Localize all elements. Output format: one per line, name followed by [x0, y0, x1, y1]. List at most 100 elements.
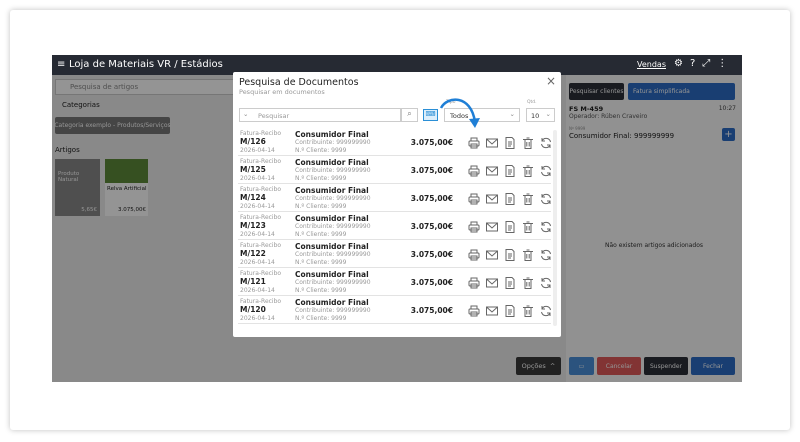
add-client[interactable]: +: [722, 128, 735, 141]
email-icon: [486, 250, 498, 260]
print-button[interactable]: [467, 135, 481, 154]
delete-button[interactable]: [521, 163, 535, 182]
document-icon: [505, 221, 515, 233]
customer: Consumidor Final: [295, 242, 369, 251]
customer: Consumidor Final: [295, 270, 369, 279]
document-button[interactable]: [503, 247, 517, 266]
document-button[interactable]: [503, 275, 517, 294]
delete-button[interactable]: [521, 247, 535, 266]
modal-subtitle: Pesquisar em documentos: [239, 88, 325, 96]
delete-button[interactable]: [521, 303, 535, 322]
refresh-button[interactable]: [539, 219, 553, 238]
refresh-button[interactable]: [539, 275, 553, 294]
email-button[interactable]: [485, 191, 499, 210]
document-row[interactable]: Fatura-Recibo M/125 2026-04-14 Consumidor F…: [238, 156, 551, 184]
print-button[interactable]: [467, 247, 481, 266]
document-button[interactable]: [503, 303, 517, 322]
tax-id: Contribuinte: 999999990: [295, 307, 371, 314]
delete-icon: [523, 193, 533, 205]
search-button[interactable]: ⌕: [401, 108, 418, 122]
tax-id: Contribuinte: 999999990: [295, 195, 371, 202]
menu-icon[interactable]: ≡: [57, 59, 66, 70]
print-button[interactable]: [467, 191, 481, 210]
empty-message: Não existem artigos adicionados: [604, 242, 704, 249]
delete-button[interactable]: [521, 275, 535, 294]
categories-label: Categorias: [62, 101, 100, 109]
options-button[interactable]: Opções ^: [516, 357, 561, 375]
email-button[interactable]: [485, 247, 499, 266]
category-button[interactable]: Categoria exemplo - Produtos/Serviços: [54, 117, 171, 134]
doc-search[interactable]: ⌄ Pesquisar: [239, 108, 401, 122]
toolbar-icons[interactable]: ⚙?⤢⋮: [674, 58, 735, 69]
doc-type-select[interactable]: Fatura simplificada: [628, 83, 735, 100]
delete-button[interactable]: [521, 191, 535, 210]
email-button[interactable]: [485, 219, 499, 238]
email-button[interactable]: [485, 303, 499, 322]
article-tile[interactable]: Produto Natural 5,65€: [55, 159, 100, 216]
tax-id: Contribuinte: 999999990: [295, 279, 371, 286]
email-icon: [486, 194, 498, 204]
close-button[interactable]: Fechar: [691, 357, 735, 375]
refresh-icon: [541, 165, 551, 177]
refresh-button[interactable]: [539, 191, 553, 210]
document-icon: [505, 193, 515, 205]
refresh-button[interactable]: [539, 303, 553, 322]
search-clients[interactable]: Pesquisar clientes: [569, 83, 624, 100]
amount: 3.075,00€: [410, 222, 453, 231]
qty-select[interactable]: 10 ⌄: [526, 108, 555, 122]
print-icon: [468, 221, 480, 233]
doc-number: FS M-459: [569, 105, 604, 113]
refresh-icon: [541, 137, 551, 149]
type-value: Todos: [450, 112, 469, 120]
document-row[interactable]: Fatura-Recibo M/123 2026-04-14 Consumidor F…: [238, 212, 551, 240]
client-number: N.º Cliente: 9999: [295, 147, 347, 154]
refresh-button[interactable]: [539, 163, 553, 182]
article-tile[interactable]: Relva Artificial 3.075,00€: [105, 159, 148, 216]
tax-id: Contribuinte: 999999990: [295, 223, 371, 230]
email-button[interactable]: [485, 135, 499, 154]
delete-icon: [523, 137, 533, 149]
document-row[interactable]: Fatura-Recibo M/120 2026-04-14 Consumidor F…: [238, 296, 551, 324]
email-button[interactable]: [485, 163, 499, 182]
email-button[interactable]: [485, 275, 499, 294]
delete-button[interactable]: [521, 135, 535, 154]
document-row[interactable]: Fatura-Recibo M/122 2026-04-14 Consumidor F…: [238, 240, 551, 268]
refresh-button[interactable]: [539, 135, 553, 154]
qty-value: 10: [531, 112, 540, 120]
document-row[interactable]: Fatura-Recibo M/126 2026-04-14 Consumidor F…: [238, 128, 551, 156]
type-select[interactable]: Todos ⌄: [444, 108, 520, 122]
suspend-button[interactable]: Suspender: [644, 357, 688, 375]
articles-label: Artigos: [55, 146, 80, 154]
document-button[interactable]: [503, 135, 517, 154]
print-button[interactable]: [467, 219, 481, 238]
document-row[interactable]: Fatura-Recibo M/121 2026-04-14 Consumidor F…: [238, 268, 551, 296]
print-icon: [468, 165, 480, 177]
cancel-button[interactable]: Cancelar: [597, 357, 641, 375]
drawer-button[interactable]: ▭: [569, 357, 594, 375]
tax-id: Contribuinte: 999999990: [295, 251, 371, 258]
document-button[interactable]: [503, 219, 517, 238]
print-button[interactable]: [467, 303, 481, 322]
document-row[interactable]: Fatura-Recibo M/124 2026-04-14 Consumidor F…: [238, 184, 551, 212]
print-button[interactable]: [467, 163, 481, 182]
modal-title: Pesquisa de Documentos: [239, 77, 359, 88]
sales-tab[interactable]: Vendas: [637, 60, 666, 69]
document-button[interactable]: [503, 163, 517, 182]
customer: Consumidor Final: [295, 186, 369, 195]
document-icon: [505, 137, 515, 149]
refresh-button[interactable]: [539, 247, 553, 266]
print-button[interactable]: [467, 275, 481, 294]
document-icon: [505, 277, 515, 289]
amount: 3.075,00€: [410, 278, 453, 287]
print-icon: [468, 193, 480, 205]
amount: 3.075,00€: [410, 138, 453, 147]
refresh-icon: [541, 249, 551, 261]
article-price: 3.075,00€: [118, 207, 146, 213]
client-label: Nº 9999: [569, 126, 586, 131]
doc-date: 2026-04-14: [240, 315, 275, 322]
delete-button[interactable]: [521, 219, 535, 238]
document-button[interactable]: [503, 191, 517, 210]
close-modal[interactable]: ×: [546, 74, 557, 88]
refresh-icon: [541, 277, 551, 289]
keyboard-button[interactable]: ⌨: [423, 109, 438, 121]
